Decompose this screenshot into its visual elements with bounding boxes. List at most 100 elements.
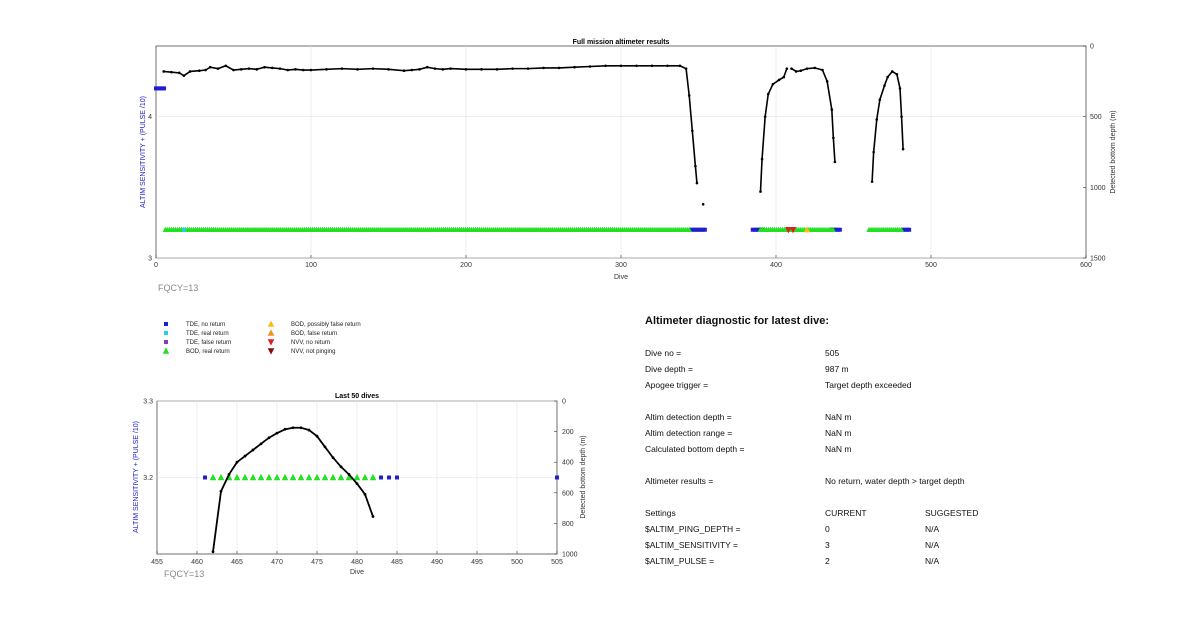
top-depth-point	[666, 64, 669, 68]
top-depth-point	[895, 72, 899, 76]
top-sensitivity-marker	[700, 227, 705, 232]
top-y-left-tick-label: 4	[148, 114, 152, 121]
bottom-bod-real-return-marker	[241, 473, 249, 481]
bottom-bod-real-return-marker	[233, 473, 241, 481]
sensitivity-label: $ALTIM_SENSITIVITY =	[645, 540, 738, 550]
bottom-x-tick-label: 460	[191, 559, 203, 566]
top-depth-point	[294, 68, 297, 71]
top-sensitivity-marker	[905, 227, 910, 232]
top-depth-point	[687, 94, 691, 97]
top-depth-point	[870, 180, 874, 183]
legend-marker	[267, 329, 275, 336]
bottom-bod-real-return-marker	[281, 473, 289, 481]
bottom-depth-point	[267, 436, 271, 440]
top-sensitivity-marker	[181, 227, 186, 232]
top-x-tick-label: 600	[1080, 262, 1092, 269]
top-depth-point	[890, 70, 894, 73]
bottom-y-right-label: Detected bottom depth (m)	[580, 435, 587, 518]
top-depth-point	[763, 115, 767, 118]
bottom-depth-point	[251, 448, 255, 452]
top-depth-point	[782, 75, 786, 79]
pulse-suggested: N/A	[925, 556, 940, 566]
bottom-x-tick-label: 455	[151, 559, 163, 566]
bottom-bod-real-return-marker	[329, 473, 337, 481]
bottom-bod-real-return-marker	[217, 473, 225, 481]
top-y-right-label: Detected bottom depth (m)	[1110, 110, 1117, 193]
bottom-tde-no-return-marker	[555, 475, 559, 480]
bottom-bod-real-return-marker	[209, 473, 217, 481]
top-sensitivity-marker	[158, 86, 163, 91]
apogee-value: Target depth exceeded	[825, 380, 912, 390]
bottom-depth-point	[315, 434, 319, 438]
top-depth-point	[875, 118, 879, 121]
bottom-x-axis-label: Dive	[350, 569, 364, 576]
top-x-tick-label: 500	[925, 262, 937, 269]
legend-marker	[267, 348, 275, 355]
top-sensitivity-marker	[154, 86, 158, 91]
top-sensitivity-marker	[694, 227, 699, 232]
bottom-bod-real-return-marker	[273, 473, 281, 481]
top-depth-point	[678, 64, 682, 68]
pulse-current: 2	[825, 556, 830, 566]
detect-range-label: Altim detection range =	[645, 428, 733, 438]
top-sensitivity-marker	[690, 227, 695, 232]
bottom-x-tick-label: 490	[431, 559, 443, 566]
bottom-x-tick-label: 475	[311, 559, 323, 566]
top-y-right-tick-label: 0	[1090, 44, 1094, 51]
bottom-x-tick-label: 470	[271, 559, 283, 566]
top-depth-point	[635, 64, 638, 68]
bottom-bod-real-return-marker	[337, 473, 345, 481]
top-sensitivity-marker	[692, 227, 697, 232]
top-y-right-tick-label: 1000	[1090, 185, 1106, 192]
top-depth-point	[832, 136, 835, 140]
top-depth-point	[371, 67, 375, 70]
ping-depth-label: $ALTIM_PING_DEPTH =	[645, 524, 741, 534]
bottom-ticks: 455 460 465 470 475 480 485 490 495 500 505 3.2 3.3 0…	[143, 399, 577, 567]
top-depth-point	[542, 66, 545, 70]
top-depth-point	[766, 92, 770, 96]
top-sensitivity-marker	[830, 226, 836, 232]
top-marks	[154, 64, 912, 234]
top-depth-point	[760, 157, 764, 161]
dive-no-label: Dive no =	[645, 348, 682, 358]
bottom-tde-no-return-marker	[395, 475, 399, 480]
top-sensitivity-marker	[750, 227, 755, 232]
top-sensitivity-marker	[162, 86, 167, 91]
top-sensitivity-marker	[789, 227, 797, 234]
top-sensitivity-marker	[686, 226, 692, 232]
bottom-depth-point	[283, 427, 287, 431]
current-header: CURRENT	[825, 508, 867, 518]
top-depth-point	[511, 67, 514, 70]
legend-marker	[164, 322, 168, 326]
legend-label: NVV, no return	[291, 340, 330, 346]
top-depth-point	[425, 65, 429, 69]
dive-depth-value: 987 m	[825, 364, 849, 374]
bottom-depth-point	[363, 492, 367, 496]
detect-range-value: NaN m	[825, 428, 852, 438]
top-depth-point	[759, 190, 762, 193]
ping-depth-suggested: N/A	[925, 524, 940, 534]
bottom-depth-point	[211, 550, 215, 554]
calc-depth-value: NaN m	[825, 444, 852, 454]
top-depth-point	[830, 108, 834, 111]
top-depth-point	[182, 74, 186, 77]
bottom-bod-real-return-marker	[353, 473, 361, 481]
bottom-depth-point	[323, 445, 327, 449]
bottom-depth-point	[299, 426, 303, 430]
top-sensitivity-marker	[160, 86, 165, 91]
top-x-axis-label: Dive	[614, 274, 628, 281]
top-depth-point	[883, 84, 886, 87]
top-sensitivity-marker	[835, 227, 840, 232]
top-y-left-label: ALTIM SENSITIVITY + (PULSE /10)	[140, 96, 147, 208]
bottom-y-right-tick-label: 400	[562, 460, 574, 467]
top-depth-point	[441, 68, 445, 71]
legend-marker	[162, 347, 170, 354]
bottom-depth-point	[243, 454, 247, 458]
top-y-right-tick-label: 1500	[1090, 256, 1106, 263]
bottom-y-left-label: ALTIM SENSITIVITY + (PULSE /10)	[133, 421, 140, 533]
top-depth-point	[204, 68, 207, 72]
bottom-depth-point	[371, 515, 375, 518]
detect-depth-label: Altim detection depth =	[645, 412, 732, 422]
bottom-depth-point	[339, 465, 343, 469]
top-depth-point	[208, 65, 212, 69]
